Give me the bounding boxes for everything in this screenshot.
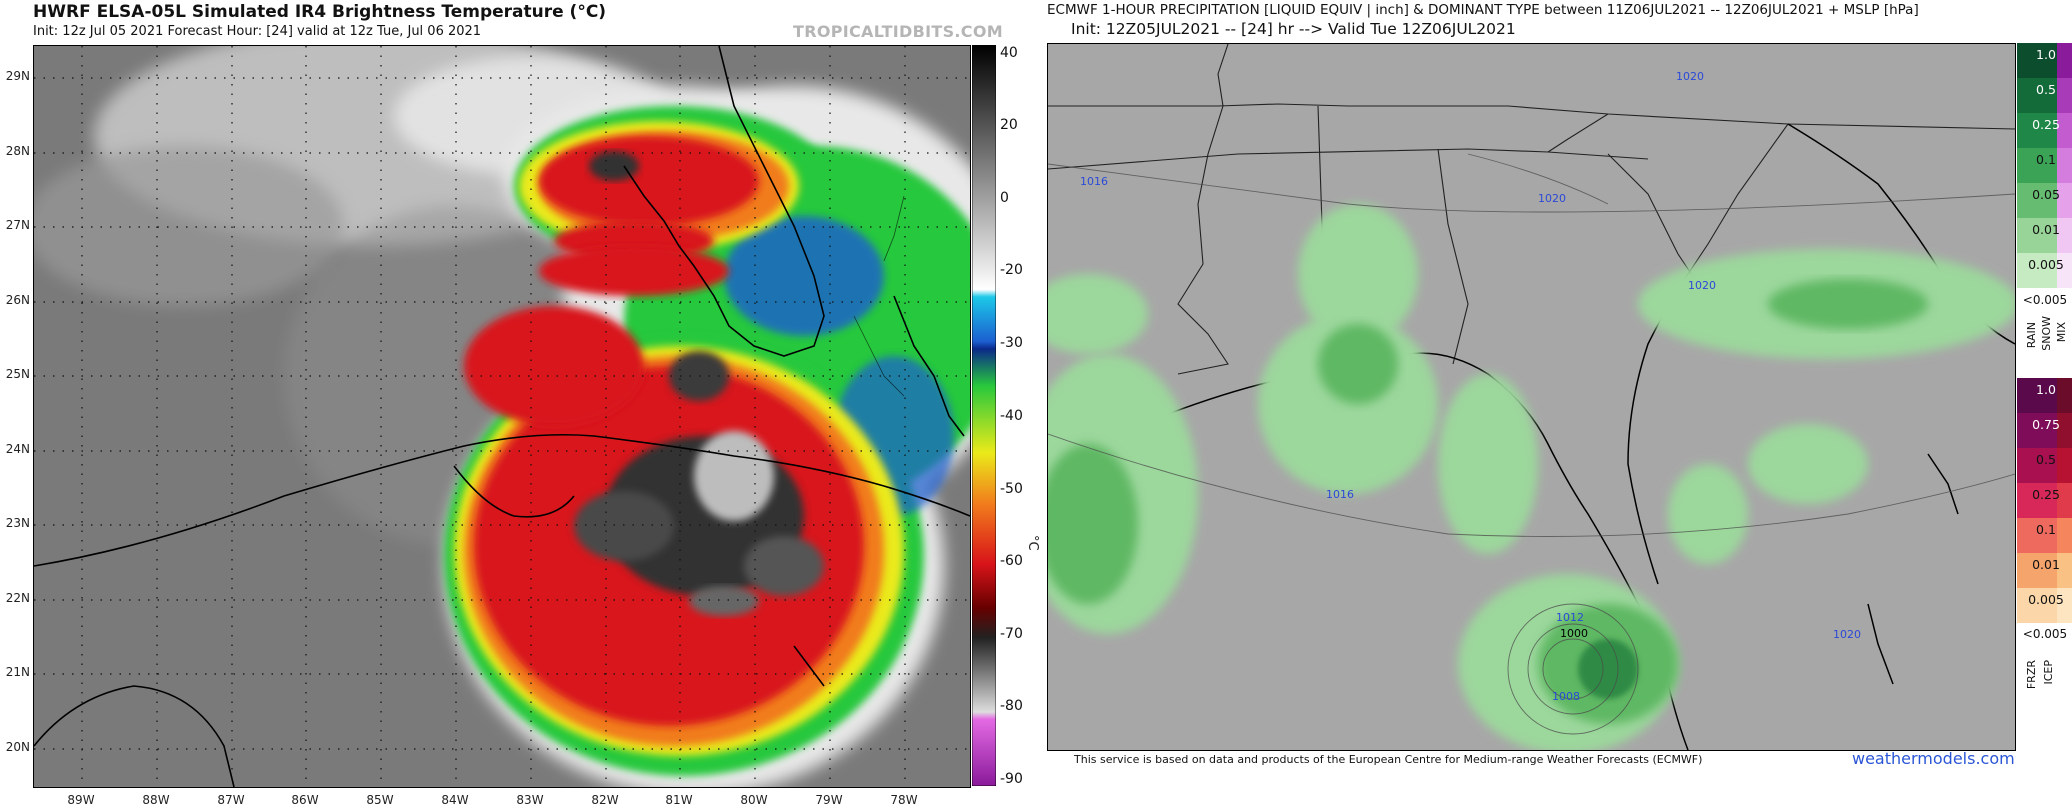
colorbar-label: -20 <box>1000 262 1023 278</box>
rain-snow-colorbar <box>2017 43 2072 288</box>
isobar-label: 1016 <box>1080 175 1108 188</box>
lat-label: 29N <box>5 69 30 83</box>
isobar-label: 1020 <box>1688 279 1716 292</box>
isobar-label: 1020 <box>1538 192 1566 205</box>
colorbar-label: 0 <box>1000 190 1009 206</box>
northern-convection <box>539 136 759 226</box>
lat-label: 28N <box>5 144 30 158</box>
lon-label: 87W <box>217 793 245 807</box>
frzr-scale-label: 1.0 <box>2036 382 2056 397</box>
precip-scale-label: 0.25 <box>2032 117 2060 132</box>
precipitation-areas <box>1048 204 2015 750</box>
lon-label: 88W <box>142 793 170 807</box>
colorbar-label: 40 <box>1000 45 1018 61</box>
colorbar-label: -30 <box>1000 335 1023 351</box>
frzr-scale-label: 0.25 <box>2032 487 2060 502</box>
lon-label: 85W <box>366 793 394 807</box>
frzr-scale-label: 0.75 <box>2032 417 2060 432</box>
lon-label: 78W <box>890 793 918 807</box>
lat-label: 25N <box>5 367 30 381</box>
lat-label: 24N <box>5 442 30 456</box>
isobars <box>1048 153 2015 735</box>
precip-scale-label: 0.005 <box>2028 257 2064 272</box>
precip-scale-label: 0.5 <box>2036 82 2056 97</box>
precip-lt-label: <0.005 <box>2022 293 2068 307</box>
frzr-scale-label: 0.005 <box>2028 592 2064 607</box>
colorbar-label: 20 <box>1000 117 1018 133</box>
lat-lon-grid <box>34 46 970 787</box>
lon-label: 79W <box>815 793 843 807</box>
colorbar-label: -60 <box>1000 553 1023 569</box>
isobar-label: 1000 <box>1560 627 1588 640</box>
type-label: MIX <box>2055 322 2068 343</box>
isobar-label: 1020 <box>1833 628 1861 641</box>
ecmwf-title: ECMWF 1-HOUR PRECIPITATION [LIQUID EQUIV… <box>1047 2 1919 18</box>
precip-scale-label: 0.1 <box>2036 152 2056 167</box>
colorbar-label: -80 <box>1000 698 1023 714</box>
lat-label: 26N <box>5 293 30 307</box>
frzr-scale-label: 0.01 <box>2032 557 2060 572</box>
lat-label: 27N <box>5 218 30 232</box>
colorbar-label: -50 <box>1000 481 1023 497</box>
lon-label: 81W <box>665 793 693 807</box>
hwrf-ir-map <box>33 45 971 788</box>
hwrf-subtitle: Init: 12z Jul 05 2021 Forecast Hour: [24… <box>33 24 482 39</box>
precip-scale-label: 1.0 <box>2036 47 2056 62</box>
ecmwf-precip-map: 1020 1016 1020 1020 1016 1012 1000 1008 … <box>1047 43 2016 751</box>
colorbar-unit: °C <box>1025 535 1040 551</box>
lon-label: 86W <box>291 793 319 807</box>
precip-scale-label: 0.01 <box>2032 222 2060 237</box>
lat-label: 22N <box>5 591 30 605</box>
ir-colorbar <box>972 45 996 786</box>
lon-label: 84W <box>441 793 469 807</box>
hwrf-ir-imagery <box>34 46 970 787</box>
ecmwf-panel: ECMWF 1-HOUR PRECIPITATION [LIQUID EQUIV… <box>1040 0 2072 810</box>
type-label: ICEP <box>2042 660 2055 685</box>
tropicaltidbits-brand: TROPICALTIDBITS.COM <box>793 22 1003 41</box>
frzr-lt-label: <0.005 <box>2022 627 2068 641</box>
frzr-scale-label: 0.1 <box>2036 522 2056 537</box>
colorbar-label: -70 <box>1000 626 1023 642</box>
hwrf-panel: HWRF ELSA-05L Simulated IR4 Brightness T… <box>5 2 1040 807</box>
weathermodels-watermark: weathermodels.com <box>1852 749 2015 768</box>
coastlines <box>34 46 970 787</box>
type-label: SNOW <box>2040 316 2053 351</box>
isobar-label: 1008 <box>1552 690 1580 703</box>
lat-label: 21N <box>5 665 30 679</box>
elsa-rain-core <box>1578 639 1638 699</box>
lon-label: 83W <box>516 793 544 807</box>
ecmwf-subtitle: Init: 12Z05JUL2021 -- [24] hr --> Valid … <box>1071 20 1516 38</box>
lon-label: 82W <box>591 793 619 807</box>
isobar-label: 1012 <box>1556 611 1584 624</box>
hwrf-title: HWRF ELSA-05L Simulated IR4 Brightness T… <box>33 2 607 22</box>
ecmwf-credit: This service is based on data and produc… <box>1074 753 1703 766</box>
ecmwf-precip-imagery: 1020 1016 1020 1020 1016 1012 1000 1008 … <box>1048 44 2015 750</box>
isobar-label: 1020 <box>1676 70 1704 83</box>
frzr-icep-colorbar <box>2017 378 2072 623</box>
lat-label: 23N <box>5 516 30 530</box>
type-label: FRZR <box>2025 660 2038 690</box>
lon-label: 80W <box>740 793 768 807</box>
lat-label: 20N <box>5 740 30 754</box>
frzr-scale-label: 0.5 <box>2036 452 2056 467</box>
lon-label: 89W <box>67 793 95 807</box>
colorbar-label: -40 <box>1000 408 1023 424</box>
colorbar-label: -90 <box>1000 771 1023 787</box>
isobar-label: 1016 <box>1326 488 1354 501</box>
precip-scale-label: 0.05 <box>2032 187 2060 202</box>
type-label: RAIN <box>2025 322 2038 349</box>
